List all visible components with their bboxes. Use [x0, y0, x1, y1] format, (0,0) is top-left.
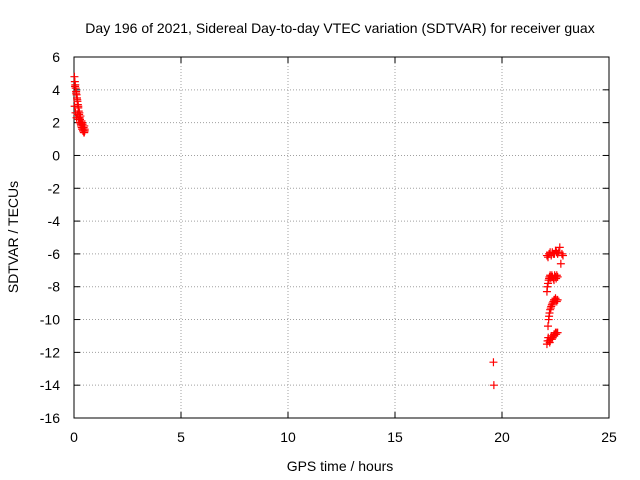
- data-point: [552, 274, 561, 283]
- data-point: [552, 330, 561, 339]
- grid: [74, 57, 609, 418]
- x-tick-label: 20: [494, 429, 510, 445]
- data-point: [547, 300, 556, 309]
- data-point: [547, 302, 556, 311]
- axis-ticks: 0 5 10 15 20 25 -16 -14 -12 -10 -8 -6 -4 -2 0 2 4 6: [40, 49, 617, 445]
- data-point: [553, 328, 562, 337]
- data-point: [553, 295, 562, 304]
- data-point: [80, 121, 89, 130]
- y-tick-label: 4: [52, 82, 60, 98]
- y-tick-label: -8: [48, 279, 61, 295]
- data-point: [489, 358, 498, 367]
- data-point: [547, 335, 556, 344]
- x-tick-label: 0: [70, 429, 78, 445]
- x-axis-label: GPS time / hours: [287, 458, 394, 474]
- data-point: [489, 381, 498, 390]
- x-tick-label: 5: [177, 429, 185, 445]
- data-point: [553, 272, 562, 281]
- data-point: [544, 322, 553, 331]
- data-point: [72, 89, 81, 98]
- data-point: [73, 95, 82, 104]
- chart-title: Day 196 of 2021, Sidereal Day-to-day VTE…: [85, 20, 594, 36]
- x-tick-label: 25: [601, 429, 617, 445]
- y-tick-label: 2: [52, 115, 60, 131]
- data-point: [558, 251, 567, 260]
- data-point: [552, 297, 561, 306]
- data-point: [544, 279, 553, 288]
- data-point: [545, 308, 554, 317]
- data-point: [70, 102, 79, 111]
- y-tick-label: -10: [40, 312, 60, 328]
- data-point: [556, 259, 565, 268]
- y-tick-label: -12: [40, 344, 60, 360]
- y-tick-label: 0: [52, 147, 60, 163]
- plot-frame: [73, 56, 610, 419]
- x-tick-label: 15: [387, 429, 403, 445]
- data-point: [552, 271, 561, 280]
- data-point: [74, 115, 83, 124]
- data-point: [71, 82, 80, 91]
- x-tick-label: 10: [280, 429, 296, 445]
- data-point: [73, 110, 82, 119]
- y-axis-label: SDTVAR / TECUs: [5, 181, 21, 293]
- y-tick-label: -6: [48, 246, 61, 262]
- data-point: [555, 243, 564, 252]
- y-tick-label: -2: [48, 180, 61, 196]
- data-point: [543, 282, 552, 291]
- data-point: [546, 305, 555, 314]
- data-point: [557, 249, 566, 258]
- y-tick-label: 6: [52, 49, 60, 65]
- y-tick-label: -16: [40, 410, 60, 426]
- data-point: [79, 123, 88, 132]
- data-points: [70, 72, 567, 390]
- y-tick-label: -4: [48, 213, 61, 229]
- y-tick-label: -14: [40, 377, 60, 393]
